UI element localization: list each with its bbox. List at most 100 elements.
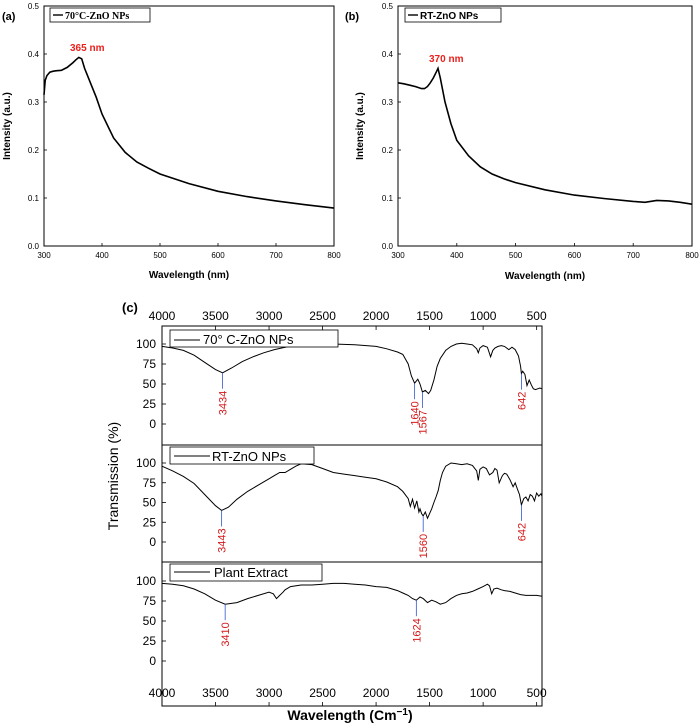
panel-c-bottom-tick-label-7: 500 bbox=[527, 686, 547, 700]
panel-c-y-tick-label-1-2: 50 bbox=[143, 496, 157, 510]
panel-c-y-tick-label-0-3: 75 bbox=[143, 357, 157, 371]
panel-c-y-tick-label-0-2: 50 bbox=[143, 377, 157, 391]
panel-b-frame bbox=[397, 5, 693, 247]
panel-c-annotation-label-7: 3410 bbox=[220, 622, 232, 646]
panel-c-top-tick-label-5: 1500 bbox=[416, 309, 443, 323]
panel-c-legend-box-1 bbox=[169, 329, 339, 348]
panel-b-x-tick-label-0: 300 bbox=[391, 251, 405, 260]
panel-b-absorbance-line bbox=[397, 66, 693, 205]
panel-c-y-tick-label-1-1: 25 bbox=[143, 515, 157, 529]
panel-c-legend-label-3: Plant Extract bbox=[214, 565, 288, 580]
panel-c-x-axis-label: Wavelength (Cm−1) bbox=[287, 707, 412, 723]
panel-c-top-tick-label-0: 4000 bbox=[149, 309, 176, 323]
panel-c-series-line-1 bbox=[161, 462, 543, 520]
panel-c-top-tick-label-6: 1000 bbox=[470, 309, 497, 323]
panel-b-x-tick-label-1: 400 bbox=[450, 251, 464, 260]
panel-b-peak-label: 370 nm bbox=[429, 54, 464, 65]
panel-a-y-tick-label-2: 0.2 bbox=[28, 146, 40, 155]
panel-c-y-tick-label-1-0: 0 bbox=[149, 535, 156, 549]
panel-a-label: (a) bbox=[2, 11, 16, 23]
panel-a-legend-label: 70°C-ZnO NPs bbox=[65, 11, 129, 22]
panel-c-bottom-x-ticks: 4000 3500 3000 2500 2000 1500 1000 500 bbox=[149, 686, 547, 706]
panel-c-top-x-ticks: 4000 3500 3000 2500 2000 1500 1000 500 bbox=[149, 309, 547, 330]
panel-c-y-tick-label-2-1: 25 bbox=[143, 634, 157, 648]
panel-c-annotation-label-8: 1624 bbox=[411, 618, 423, 642]
panel-a-y-axis-label: Intensity (a.u.) bbox=[2, 92, 13, 160]
panel-c-annotation-label-5: 1560 bbox=[418, 534, 430, 558]
panel-b-y-tick-label-3: 0.3 bbox=[382, 98, 394, 107]
panel-b-y-tick-label-2: 0.2 bbox=[382, 146, 394, 155]
panel-b-y-tick-label-1: 0.1 bbox=[382, 194, 394, 203]
panel-c: (c) 4000 3500 3000 2500 2000 1500 1000 500 4000… bbox=[105, 300, 547, 723]
panel-b-y-tick-label-4: 0.4 bbox=[382, 50, 394, 59]
panel-c-y-tick-label-0-4: 100 bbox=[136, 337, 156, 351]
panel-b-legend-label: RT-ZnO NPs bbox=[420, 11, 479, 22]
panel-c-y-tick-label-1-3: 75 bbox=[143, 476, 157, 490]
panel-b-x-tick-label-4: 700 bbox=[627, 251, 641, 260]
panel-c-frame bbox=[161, 325, 543, 707]
panel-a: (a) 300 400 500 600 700 800 0.00.10.20.30.40.… bbox=[2, 2, 341, 281]
panel-a-x-tick-label-2: 500 bbox=[153, 251, 167, 260]
panel-c-y-tick-label-0-0: 0 bbox=[149, 417, 156, 431]
panel-c-legend-box-2 bbox=[169, 446, 315, 465]
panel-a-x-tick-label-5: 800 bbox=[327, 251, 341, 260]
panel-b: (b) 300 400 500 600 700 800 0.0 0.1 0.2 0.3 0.4 0.… bbox=[345, 2, 699, 282]
panel-a-y-tick-label-5: 0.5 bbox=[28, 2, 40, 11]
panel-c-y-tick-label-2-4: 100 bbox=[136, 574, 156, 588]
panel-a-y-tick-label-3: 0.3 bbox=[28, 98, 40, 107]
panel-c-bottom-tick-label-4: 2000 bbox=[363, 686, 390, 700]
panel-c-annotation-label-4: 3443 bbox=[217, 528, 229, 552]
panel-c-annotation-label-1: 1640 bbox=[410, 401, 422, 425]
panel-b-legend-box bbox=[404, 7, 502, 23]
panel-c-bottom-tick-label-1: 3500 bbox=[202, 686, 229, 700]
panel-b-y-tick-label-0: 0.0 bbox=[382, 242, 394, 251]
panel-a-absorbance-line bbox=[43, 56, 335, 209]
panel-a-x-tick-label-4: 700 bbox=[269, 251, 283, 260]
panel-c-bottom-tick-label-3: 2500 bbox=[309, 686, 336, 700]
panel-c-series bbox=[161, 342, 543, 605]
panel-c-bottom-tick-label-2: 3000 bbox=[256, 686, 283, 700]
panel-c-bottom-tick-label-6: 1000 bbox=[470, 686, 497, 700]
panel-a-y-tick-label-1: 0.1 bbox=[28, 194, 40, 203]
panel-a-x-tick-label-3: 600 bbox=[211, 251, 225, 260]
panel-c-annotation-label-3: 642 bbox=[516, 392, 528, 410]
panel-c-top-tick-label-3: 2500 bbox=[309, 309, 336, 323]
panel-c-y-ticks: 0 25 50 75 100 0 25 50 75 100 0 25 50 75 100 bbox=[136, 337, 166, 668]
panel-c-series-line-0 bbox=[161, 342, 543, 395]
panel-c-annotation-label-0: 3434 bbox=[218, 391, 230, 415]
panel-c-series-line-2 bbox=[161, 582, 543, 605]
panel-b-x-tick-label-3: 600 bbox=[568, 251, 582, 260]
panel-a-y-tick-label-0: 0.0 bbox=[28, 242, 40, 251]
panel-c-y-tick-label-0-1: 25 bbox=[143, 397, 157, 411]
panel-a-frame bbox=[43, 5, 335, 247]
panel-c-y-tick-label-1-4: 100 bbox=[136, 456, 156, 470]
panel-a-y-tick-label-4: 0.4 bbox=[28, 50, 40, 59]
panel-c-y-axis-label: Transmission (%) bbox=[105, 422, 121, 530]
panel-c-top-tick-label-2: 3000 bbox=[256, 309, 283, 323]
panel-c-y-tick-label-2-3: 75 bbox=[143, 594, 157, 608]
panel-a-peak-label: 365 nm bbox=[70, 43, 105, 54]
panel-c-legend-label-2: RT-ZnO NPs bbox=[212, 449, 287, 464]
panel-a-x-tick-label-0: 300 bbox=[37, 251, 51, 260]
panel-c-annotation-label-6: 642 bbox=[516, 523, 528, 541]
panel-a-x-tick-label-1: 400 bbox=[95, 251, 109, 260]
panel-a-legend-box bbox=[49, 7, 151, 23]
panel-b-label: (b) bbox=[345, 11, 359, 23]
panel-b-x-tick-label-5: 800 bbox=[685, 251, 699, 260]
panel-c-y-tick-label-2-2: 50 bbox=[143, 614, 157, 628]
panel-c-annotation-label-2: 1567 bbox=[417, 410, 429, 434]
panel-a-x-axis-label: Wavelength (nm) bbox=[149, 270, 229, 281]
panel-b-y-tick-label-5: 0.5 bbox=[382, 2, 394, 11]
panel-c-bottom-tick-label-5: 1500 bbox=[416, 686, 443, 700]
panel-b-x-axis-label: Wavelength (nm) bbox=[505, 271, 585, 282]
panel-c-legend-label-1: 70° C-ZnO NPs bbox=[203, 332, 294, 347]
panel-c-top-tick-label-7: 500 bbox=[527, 309, 547, 323]
panel-b-x-tick-label-2: 500 bbox=[509, 251, 523, 260]
panel-c-label: (c) bbox=[122, 300, 138, 315]
panel-b-y-axis-label: Intensity (a.u.) bbox=[355, 92, 366, 160]
panel-a-y-ticks: 0.0 0.1 0.2 0.3 0.4 0.5 bbox=[28, 2, 47, 251]
panel-c-top-tick-label-4: 2000 bbox=[363, 309, 390, 323]
panel-c-top-tick-label-1: 3500 bbox=[202, 309, 229, 323]
